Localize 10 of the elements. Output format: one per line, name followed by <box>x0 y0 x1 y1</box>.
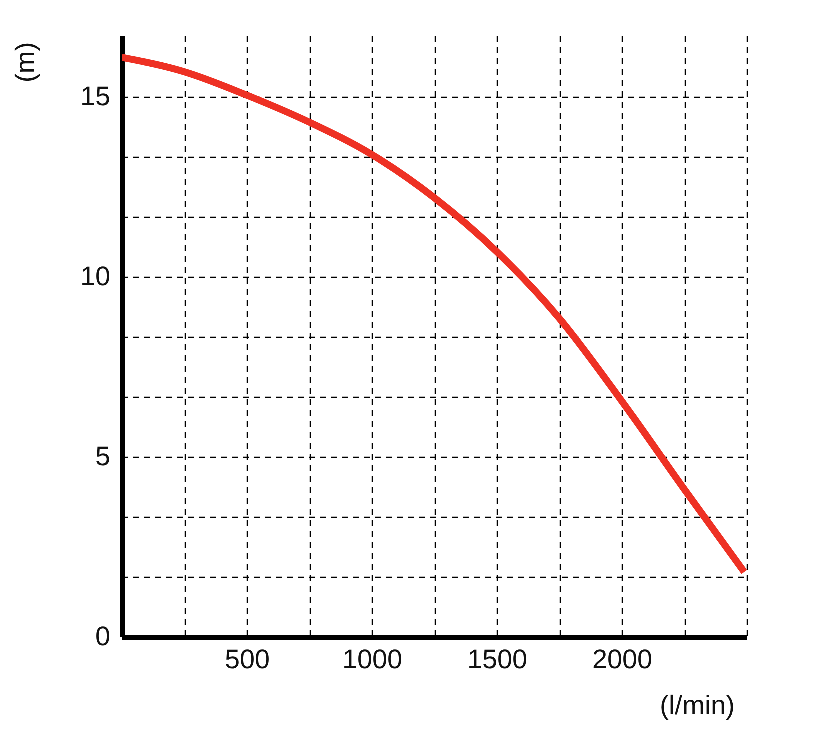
x-tick-label: 1500 <box>467 644 528 674</box>
x-tick-label: 500 <box>224 644 270 674</box>
x-tick-label: 1000 <box>342 644 403 674</box>
x-axis-title: (l/min) <box>660 690 735 720</box>
x-tick-label: 2000 <box>592 644 653 674</box>
y-tick-label: 5 <box>95 442 110 472</box>
y-tick-label: 0 <box>95 622 110 652</box>
y-axis-title: (m) <box>10 42 40 83</box>
y-tick-label: 10 <box>80 262 110 292</box>
y-tick-label: 15 <box>80 82 110 112</box>
